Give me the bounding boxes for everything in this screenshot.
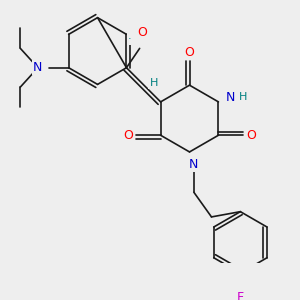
Text: O: O <box>184 46 194 59</box>
Text: N: N <box>33 61 43 74</box>
Text: F: F <box>237 291 244 300</box>
Text: O: O <box>123 129 133 142</box>
Text: N: N <box>226 91 236 104</box>
Text: H: H <box>239 92 247 103</box>
Text: H: H <box>149 78 158 88</box>
Text: N: N <box>189 158 199 171</box>
Text: O: O <box>246 129 256 142</box>
Text: H: H <box>135 32 144 42</box>
Text: O: O <box>137 26 147 39</box>
Text: ·: · <box>128 34 132 44</box>
